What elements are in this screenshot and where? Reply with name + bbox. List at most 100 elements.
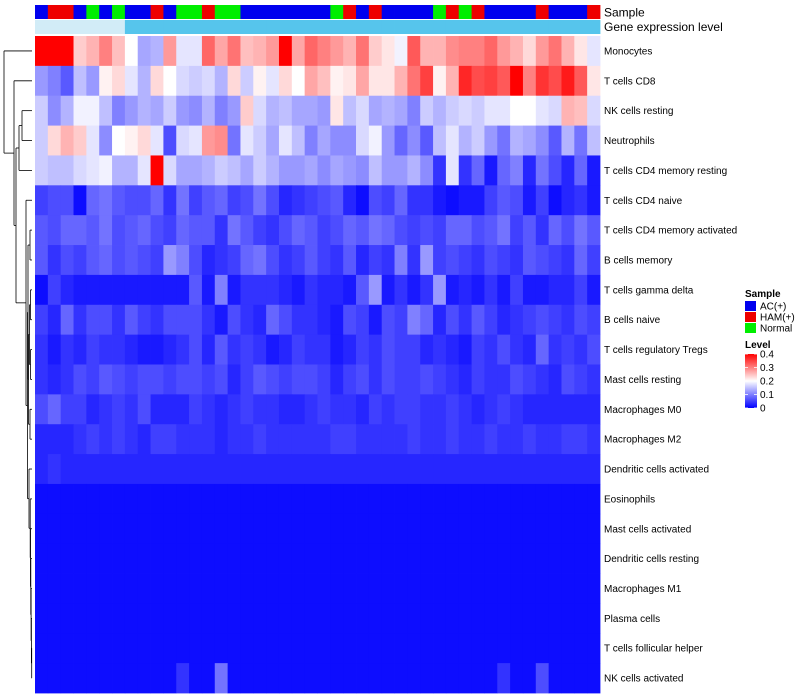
heatmap-cell xyxy=(86,394,100,425)
heatmap-cell xyxy=(535,155,550,186)
sample-annotation-cell xyxy=(522,5,537,19)
heatmap-cell xyxy=(163,245,177,276)
heatmap-cell xyxy=(535,454,550,485)
heatmap-cell xyxy=(60,334,74,365)
heatmap-cell xyxy=(356,215,370,246)
heatmap-cell xyxy=(587,364,601,395)
heatmap-cell xyxy=(381,65,395,97)
heatmap-cell xyxy=(163,394,177,425)
heatmap-cell xyxy=(356,454,370,485)
heatmap-cell xyxy=(214,304,229,336)
sample-annotation-bar xyxy=(35,5,601,19)
heatmap-cell xyxy=(381,394,395,425)
heatmap-cell xyxy=(535,483,550,515)
gene-expression-cell xyxy=(240,20,254,34)
heatmap-cell xyxy=(176,633,190,664)
sample-annotation-cell xyxy=(561,5,575,19)
heatmap-cell xyxy=(227,603,241,634)
heatmap-cell xyxy=(227,304,241,336)
heatmap-cell xyxy=(176,95,190,126)
heatmap-cell xyxy=(73,155,87,186)
heatmap-cell xyxy=(433,245,447,276)
heatmap-cell xyxy=(317,663,331,694)
heatmap-cell xyxy=(240,454,254,485)
heatmap-cell xyxy=(112,65,126,97)
heatmap-cell xyxy=(163,483,177,515)
heatmap-cell xyxy=(445,95,460,126)
heatmap-cell xyxy=(535,125,550,156)
heatmap-cell xyxy=(458,304,472,336)
heatmap-cell xyxy=(35,274,49,306)
heatmap-cell xyxy=(47,543,62,574)
heatmap-cell xyxy=(201,394,216,425)
heatmap-cell xyxy=(587,125,601,156)
heatmap-cell xyxy=(291,185,306,216)
heatmap-cell xyxy=(381,603,395,634)
heatmap-cell xyxy=(240,663,254,694)
heatmap-cell xyxy=(561,334,575,365)
heatmap-cell xyxy=(124,573,139,604)
heatmap-cell xyxy=(278,454,293,485)
heatmap-cell xyxy=(278,155,293,186)
heatmap-cell xyxy=(535,543,550,574)
heatmap-cell xyxy=(343,603,357,634)
heatmap-cell xyxy=(99,513,113,545)
heatmap-cell xyxy=(73,483,87,515)
heatmap-cell xyxy=(240,95,254,126)
heatmap-cell xyxy=(356,304,370,336)
heatmap-cell xyxy=(253,364,267,395)
heatmap-cell xyxy=(47,125,62,156)
heatmap-cell xyxy=(163,603,177,634)
heatmap-cell xyxy=(548,483,562,515)
heatmap-cell xyxy=(291,483,306,515)
heatmap-cell xyxy=(587,543,601,574)
gene-expression-cell xyxy=(330,20,344,34)
heatmap-cell xyxy=(510,394,524,425)
heatmap-cell xyxy=(163,513,177,545)
heatmap-cell xyxy=(317,543,331,574)
heatmap-cell xyxy=(381,215,395,246)
heatmap-cell xyxy=(47,95,62,126)
heatmap-cell xyxy=(394,454,408,485)
heatmap-cell xyxy=(214,603,229,634)
heatmap-cell xyxy=(381,573,395,604)
heatmap-cell xyxy=(304,543,318,574)
heatmap-cell xyxy=(227,454,241,485)
heatmap-cell xyxy=(356,274,370,306)
heatmap-cell xyxy=(368,543,383,574)
heatmap-cell xyxy=(47,155,62,186)
heatmap-cell xyxy=(99,394,113,425)
heatmap-cell xyxy=(561,483,575,515)
sample-annotation-cell xyxy=(35,5,49,19)
heatmap-cell xyxy=(253,603,267,634)
heatmap-cell xyxy=(150,394,164,425)
heatmap-cell xyxy=(381,663,395,694)
row-label: T cells CD4 memory resting xyxy=(604,166,727,177)
heatmap-cell xyxy=(420,215,434,246)
sample-annotation-cell xyxy=(407,5,421,19)
heatmap-cell xyxy=(35,663,49,694)
heatmap-cell xyxy=(176,274,190,306)
heatmap-cell xyxy=(176,543,190,574)
heatmap-cell xyxy=(189,185,203,216)
heatmap-cell xyxy=(73,245,87,276)
heatmap-cell xyxy=(99,65,113,97)
heatmap-cell xyxy=(99,185,113,216)
heatmap-cell xyxy=(343,394,357,425)
gene-expression-cell xyxy=(189,20,203,34)
heatmap-cell xyxy=(458,364,472,395)
heatmap-cell xyxy=(445,185,460,216)
heatmap-cell xyxy=(587,155,601,186)
heatmap-cell xyxy=(471,573,485,604)
heatmap-cell xyxy=(433,513,447,545)
heatmap-cell xyxy=(510,334,524,365)
heatmap-cell xyxy=(253,185,267,216)
sample-legend-label: Normal xyxy=(760,324,792,335)
heatmap-cell xyxy=(471,65,485,97)
heatmap-cell xyxy=(137,603,151,634)
row-label: T cells CD4 memory activated xyxy=(604,226,737,237)
heatmap-cell xyxy=(278,483,293,515)
heatmap-cell xyxy=(304,424,318,455)
heatmap-cell xyxy=(510,573,524,604)
